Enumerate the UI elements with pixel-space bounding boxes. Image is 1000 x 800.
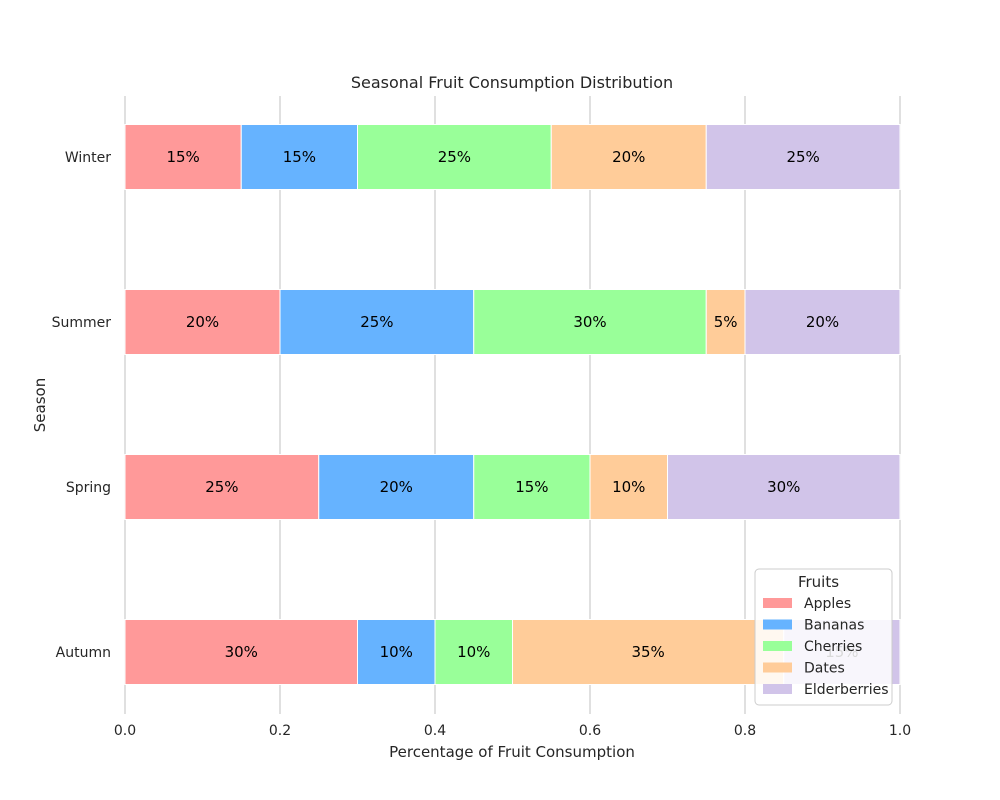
legend-entry: Elderberries: [804, 682, 889, 698]
bar-value-label: 25%: [786, 148, 819, 166]
bar-value-label: 25%: [438, 148, 471, 166]
x-axis-label: Percentage of Fruit Consumption: [389, 743, 635, 761]
bar-value-label: 15%: [283, 148, 316, 166]
legend-entry: Dates: [804, 661, 845, 677]
grid-lines: [124, 96, 901, 714]
legend-swatch: [763, 662, 792, 673]
bar-value-label: 30%: [225, 643, 258, 661]
bars: 15% 15% 25% 20% 25% 20% 25% 30% 5% 20% 25% 20% 15% 10…: [124, 124, 901, 685]
x-tick-label: 0.2: [269, 723, 291, 739]
bar-value-label: 10%: [457, 643, 490, 661]
legend-entry: Cherries: [804, 639, 862, 655]
bar-value-label: 15%: [166, 148, 199, 166]
bar-value-label: 25%: [205, 478, 238, 496]
legend-swatch: [763, 641, 792, 651]
legend-swatch: [763, 598, 792, 608]
y-tick-labels: Winter Summer Spring Autumn: [52, 150, 112, 661]
x-tick-label: 0.0: [114, 723, 136, 739]
y-tick-label: Summer: [52, 315, 112, 331]
bar-value-label: 25%: [360, 313, 393, 331]
legend-swatch: [763, 619, 792, 630]
bar-value-label: 35%: [631, 643, 664, 661]
bar-segment: [512, 619, 785, 685]
legend-entry: Apples: [804, 596, 851, 612]
y-tick-label: Winter: [65, 150, 111, 166]
legend-swatch: [763, 684, 792, 694]
x-tick-label: 0.4: [424, 723, 446, 739]
bar-value-label: 20%: [380, 478, 413, 496]
bar-value-label: 20%: [806, 313, 839, 331]
bar-segment: [744, 289, 901, 355]
bar-value-label: 15%: [515, 478, 548, 496]
bar-segment: [357, 124, 552, 190]
legend: Fruits Apples Bananas Cherries Dates Elderber…: [754, 568, 893, 706]
bar-segment: [124, 454, 320, 520]
x-tick-labels: 0.0 0.2 0.4 0.6 0.8 1.0: [114, 723, 911, 739]
bar-segment: [357, 619, 436, 685]
y-tick-label: Spring: [66, 480, 111, 496]
y-tick-label: Autumn: [56, 645, 111, 661]
bar-segment: [473, 289, 707, 355]
bar-value-label: 10%: [380, 643, 413, 661]
chart-title: Seasonal Fruit Consumption Distribution: [351, 73, 673, 92]
bar-segment: [473, 454, 591, 520]
bar-value-label: 10%: [612, 478, 645, 496]
bar-segment: [124, 289, 281, 355]
bar-segment: [240, 124, 358, 190]
bar-segment: [124, 619, 358, 685]
x-tick-label: 1.0: [889, 723, 911, 739]
bar-value-label: 5%: [714, 313, 738, 331]
bar-segment: [318, 454, 475, 520]
legend-title: Fruits: [798, 573, 839, 591]
bar-value-label: 30%: [573, 313, 606, 331]
bar-value-label: 30%: [767, 478, 800, 496]
bar-value-label: 20%: [186, 313, 219, 331]
x-tick-label: 0.6: [579, 723, 601, 739]
bar-segment: [279, 289, 475, 355]
y-axis-label: Season: [31, 378, 49, 432]
bar-segment: [434, 619, 513, 685]
bar-segment: [705, 124, 901, 190]
bar-value-label: 20%: [612, 148, 645, 166]
x-tick-label: 0.8: [734, 723, 756, 739]
bar-segment: [550, 124, 707, 190]
bar-segment: [667, 454, 901, 520]
bar-segment: [124, 124, 242, 190]
legend-entry: Bananas: [804, 618, 864, 634]
